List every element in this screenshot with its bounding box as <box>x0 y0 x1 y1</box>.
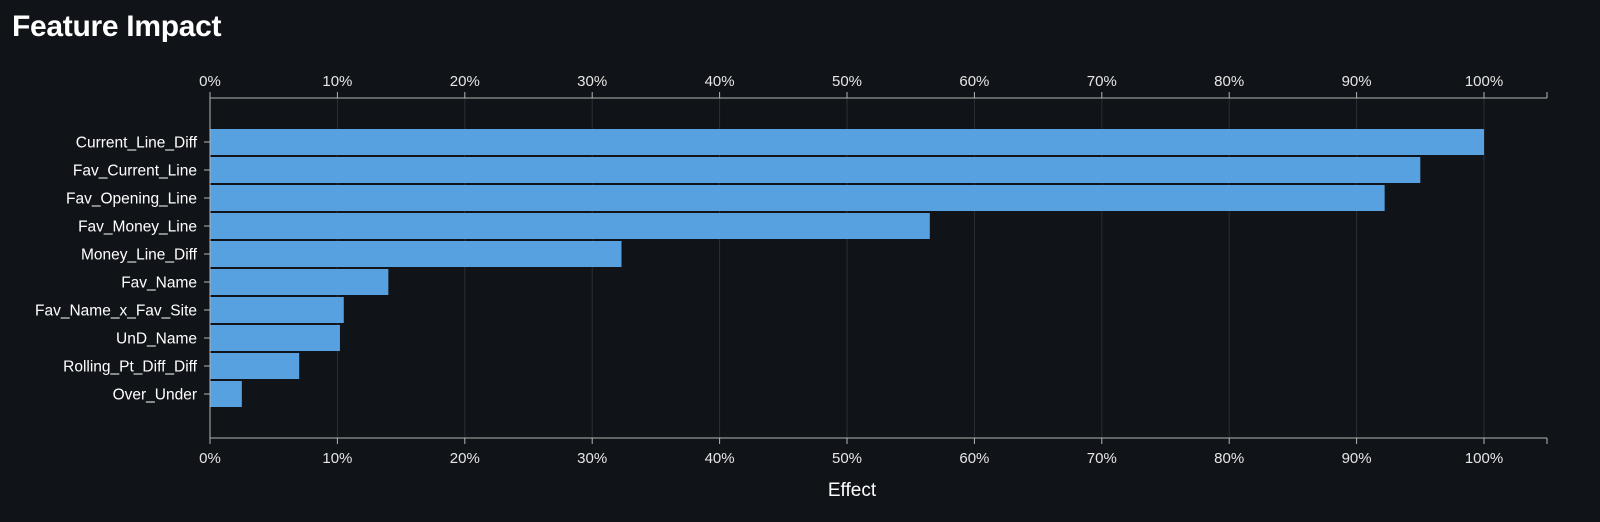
bar <box>210 381 242 407</box>
bar <box>210 213 930 239</box>
bottom-axis: 0% 10% 20% 30% 40% 50% 60% 70% 80% 90% 100% <box>199 437 1548 467</box>
bottom-tick-label: 60% <box>959 450 989 467</box>
category-label: Fav_Name <box>121 275 197 292</box>
bottom-tick-label: 50% <box>832 450 862 467</box>
bar <box>210 325 340 351</box>
category-label: Fav_Opening_Line <box>66 191 197 208</box>
category-label: Fav_Current_Line <box>73 163 197 180</box>
bar <box>210 185 1385 211</box>
top-tick-label: 0% <box>199 73 221 90</box>
top-tick-label: 20% <box>450 73 480 90</box>
top-tick-label: 10% <box>322 73 352 90</box>
category-label: Fav_Name_x_Fav_Site <box>35 303 197 320</box>
top-axis: 0% 10% 20% 30% 40% 50% 60% 70% 80% 90% 100% <box>199 73 1548 99</box>
bar <box>210 241 622 267</box>
category-label: Money_Line_Diff <box>81 247 198 264</box>
bar <box>210 129 1484 155</box>
category-label: Rolling_Pt_Diff_Diff <box>63 359 198 376</box>
category-label: UnD_Name <box>116 331 197 348</box>
y-axis: Current_Line_Diff Fav_Current_Line Fav_Ope… <box>35 98 211 438</box>
page-title: Feature Impact <box>12 10 222 43</box>
top-tick-label: 90% <box>1342 73 1372 90</box>
bottom-tick-label: 10% <box>322 450 352 467</box>
category-label: Fav_Money_Line <box>78 219 197 236</box>
bar <box>210 269 389 295</box>
bottom-tick-label: 90% <box>1342 450 1372 467</box>
top-tick-label: 70% <box>1087 73 1117 90</box>
bottom-tick-label: 100% <box>1465 450 1503 467</box>
bar <box>210 297 344 323</box>
top-tick-label: 40% <box>705 73 735 90</box>
bar <box>210 353 300 379</box>
bottom-tick-label: 40% <box>705 450 735 467</box>
bars <box>210 129 1484 407</box>
bottom-tick-label: 70% <box>1087 450 1117 467</box>
bottom-tick-label: 80% <box>1214 450 1244 467</box>
top-tick-label: 30% <box>577 73 607 90</box>
top-tick-label: 60% <box>959 73 989 90</box>
category-label: Current_Line_Diff <box>76 135 198 152</box>
category-label: Over_Under <box>113 387 197 404</box>
top-tick-label: 50% <box>832 73 862 90</box>
bottom-tick-label: 30% <box>577 450 607 467</box>
bottom-tick-label: 0% <box>199 450 221 467</box>
bottom-tick-label: 20% <box>450 450 480 467</box>
top-tick-label: 80% <box>1214 73 1244 90</box>
top-tick-label: 100% <box>1465 73 1503 90</box>
bar <box>210 157 1421 183</box>
x-axis-title: Effect <box>828 480 877 501</box>
